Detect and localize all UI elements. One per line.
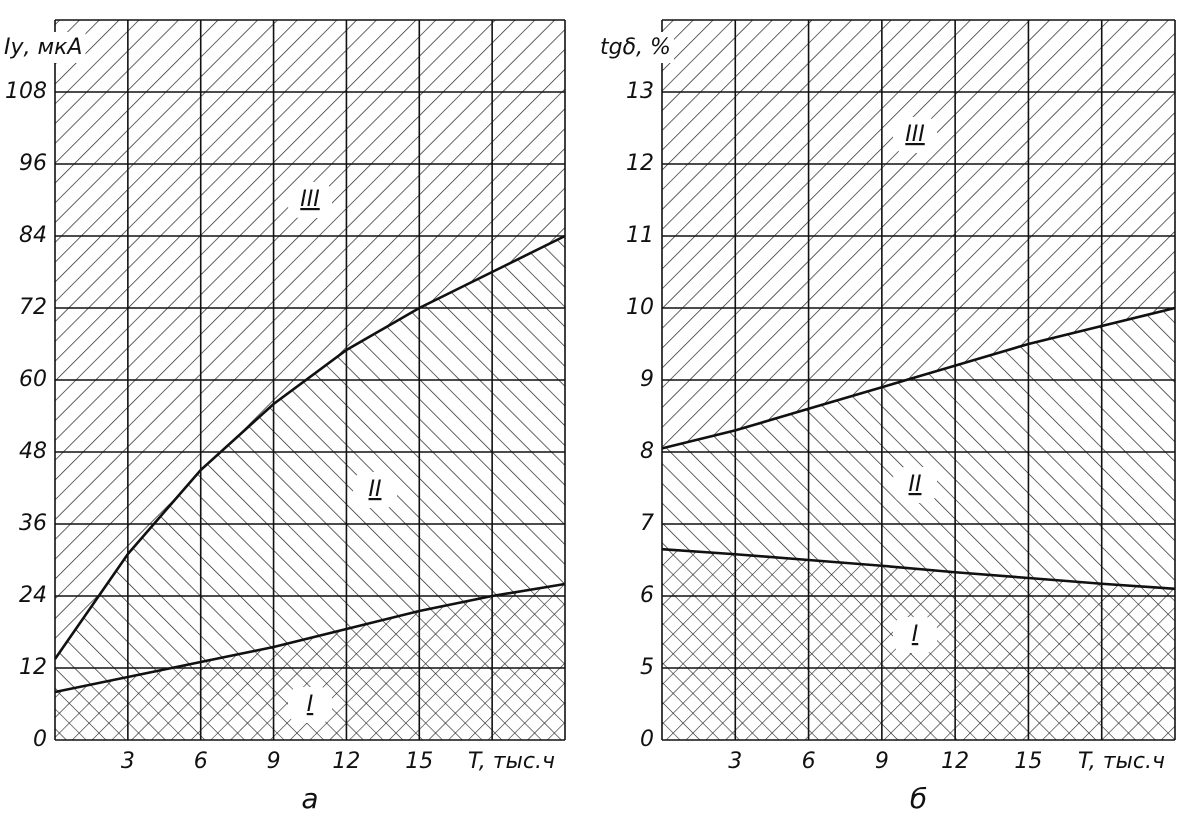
region-label: III	[300, 187, 319, 212]
region-fill	[55, 584, 565, 740]
y-tick-label: 48	[19, 439, 47, 464]
x-tick-label: 15	[1014, 749, 1042, 774]
boundary-line	[53, 234, 566, 660]
region-fill	[55, 236, 565, 692]
boundary-line	[661, 547, 1176, 591]
y-tick-label: 7	[640, 511, 654, 536]
x-tick-label: 15	[405, 749, 433, 774]
region-label: I	[912, 622, 919, 647]
y-tick-label: 60	[19, 367, 47, 392]
x-tick-label: 3	[121, 749, 135, 774]
region-fill	[662, 20, 1175, 449]
label-bg	[353, 472, 397, 508]
y-tick-label: 84	[19, 223, 47, 248]
subplot-label: б	[910, 782, 927, 815]
x-axis-label: T, тыс.ч	[468, 749, 555, 774]
boundary-line	[661, 306, 1176, 450]
y-tick-label: 24	[19, 583, 47, 608]
y-tick-label: 10	[626, 295, 654, 320]
label-bg	[288, 182, 332, 218]
y-tick-label: 11	[626, 223, 654, 248]
label-bg	[893, 467, 937, 503]
x-tick-label: 9	[267, 749, 281, 774]
y-tick-label: 0	[640, 727, 654, 752]
y-tick-label: 72	[19, 295, 47, 320]
x-tick-label: 12	[941, 749, 969, 774]
label-bg	[288, 687, 332, 723]
label-bg	[597, 32, 674, 63]
y-tick-label: 13	[626, 79, 654, 104]
x-axis-label: T, тыс.ч	[1078, 749, 1165, 774]
subplot-label: а	[301, 782, 318, 815]
y-tick-label: 6	[640, 583, 654, 608]
region-fill	[55, 20, 565, 659]
y-axis-label: Iу, мкА	[4, 35, 82, 60]
region-label: II	[369, 477, 382, 502]
x-tick-label: 6	[802, 749, 816, 774]
y-tick-label: 9	[640, 367, 654, 392]
y-tick-label: 12	[19, 655, 47, 680]
x-tick-label: 3	[728, 749, 742, 774]
label-bg	[893, 617, 937, 653]
y-tick-label: 96	[19, 151, 47, 176]
region-label: III	[905, 122, 924, 147]
region-label: II	[909, 472, 922, 497]
region-label: I	[307, 692, 314, 717]
label-bg	[893, 117, 937, 153]
y-tick-label: 108	[5, 79, 47, 104]
y-tick-label: 12	[626, 151, 654, 176]
x-tick-label: 6	[194, 749, 208, 774]
y-tick-label: 36	[19, 511, 47, 536]
y-axis-label: tgδ, %	[600, 35, 671, 60]
x-tick-label: 12	[332, 749, 360, 774]
y-tick-label: 5	[640, 655, 654, 680]
y-tick-label: 0	[33, 727, 47, 752]
label-bg	[1, 32, 86, 63]
boundary-line	[54, 582, 566, 694]
y-tick-label: 8	[640, 439, 654, 464]
x-tick-label: 9	[875, 749, 889, 774]
region-fill	[662, 308, 1175, 589]
